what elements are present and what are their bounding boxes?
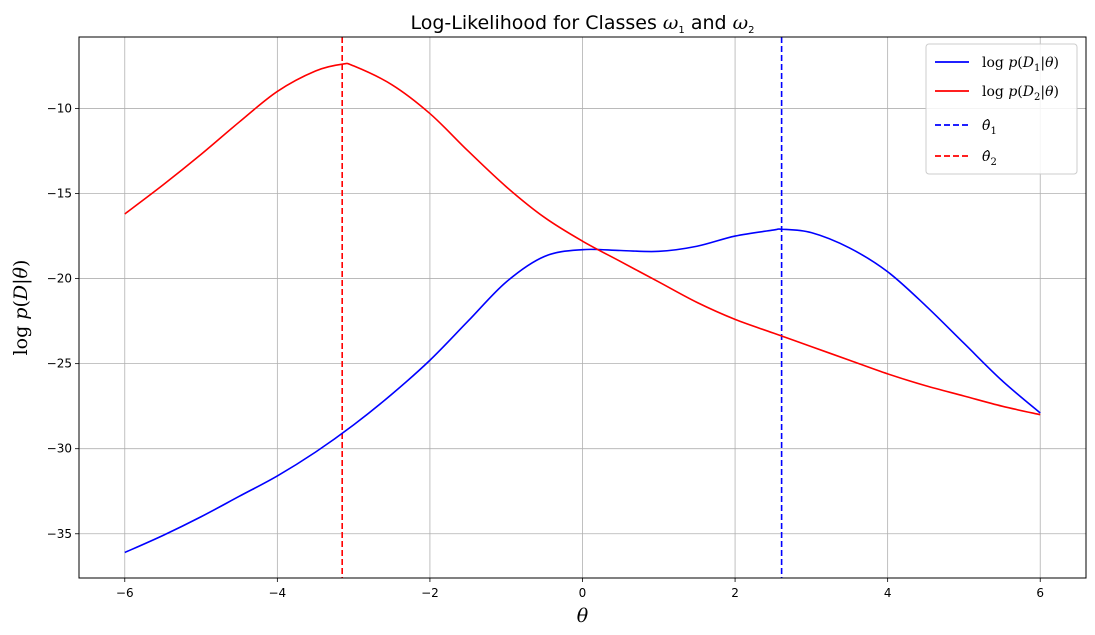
tick-marks	[75, 108, 1041, 582]
series-lines	[124, 62, 1041, 554]
series-line-1	[124, 228, 1041, 554]
y-axis-label: log p(D|θ)	[10, 260, 32, 356]
chart-title: Log-Likelihood for Classes ω1 and ω2	[411, 12, 755, 36]
grid-lines	[79, 37, 1086, 578]
y-tick-label: −30	[47, 442, 72, 456]
y-tick-label: −10	[47, 101, 72, 115]
x-tick-label: 6	[1036, 586, 1044, 600]
x-tick-label: −2	[421, 586, 439, 600]
y-tick-label: −20	[47, 272, 72, 286]
legend-label: log p(D2|θ)	[982, 84, 1059, 103]
legend-box	[925, 43, 1078, 175]
y-tick-label: −35	[47, 527, 72, 541]
x-tick-label: 2	[731, 586, 739, 600]
x-tick-label: 0	[579, 586, 587, 600]
legend-label: θ̂2	[982, 149, 997, 168]
series-line-2	[124, 62, 1041, 416]
x-tick-label: −6	[116, 586, 134, 600]
x-tick-label: −4	[268, 586, 286, 600]
legend-label: θ̂1	[982, 118, 997, 137]
x-axis-label: θ	[577, 605, 589, 627]
estimate-lines	[341, 37, 783, 578]
legend: log p(D1|θ) log p(D2|θ) θ̂1 θ̂2	[925, 43, 1078, 175]
legend-label: log p(D1|θ)	[982, 55, 1059, 74]
y-tick-label: −15	[47, 187, 72, 201]
x-tick-label: 4	[884, 586, 892, 600]
y-tick-label: −25	[47, 357, 72, 371]
